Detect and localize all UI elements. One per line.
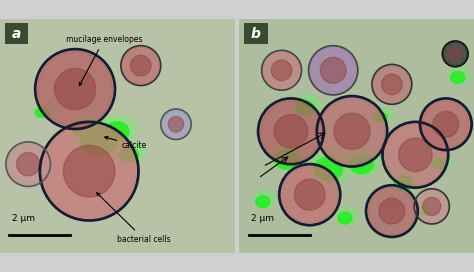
Ellipse shape xyxy=(118,142,146,163)
Circle shape xyxy=(385,124,446,185)
Circle shape xyxy=(294,179,325,210)
Circle shape xyxy=(334,113,370,149)
Text: 2 μm: 2 μm xyxy=(12,214,35,223)
Circle shape xyxy=(7,143,49,185)
Circle shape xyxy=(320,57,346,83)
Ellipse shape xyxy=(392,170,420,191)
Ellipse shape xyxy=(346,148,381,176)
Circle shape xyxy=(122,47,160,84)
Circle shape xyxy=(168,116,184,132)
Circle shape xyxy=(64,146,115,197)
Circle shape xyxy=(449,47,462,60)
Ellipse shape xyxy=(338,212,352,224)
Ellipse shape xyxy=(80,126,118,155)
FancyBboxPatch shape xyxy=(244,23,267,45)
Text: bacterial cells: bacterial cells xyxy=(97,193,171,244)
Ellipse shape xyxy=(417,206,428,216)
Ellipse shape xyxy=(293,95,321,116)
Circle shape xyxy=(37,51,113,126)
Ellipse shape xyxy=(372,108,393,122)
Ellipse shape xyxy=(35,108,49,117)
Text: b: b xyxy=(251,27,261,41)
Circle shape xyxy=(423,197,441,215)
Ellipse shape xyxy=(256,196,270,208)
Circle shape xyxy=(42,124,136,218)
Circle shape xyxy=(444,42,467,66)
Ellipse shape xyxy=(394,176,413,190)
Circle shape xyxy=(433,111,459,137)
Text: calcite: calcite xyxy=(105,137,147,150)
Circle shape xyxy=(282,166,338,223)
Circle shape xyxy=(310,47,356,94)
Text: 2 μm: 2 μm xyxy=(251,214,274,223)
Circle shape xyxy=(319,98,385,164)
Ellipse shape xyxy=(73,117,129,159)
Ellipse shape xyxy=(416,202,434,216)
Circle shape xyxy=(261,101,321,162)
Circle shape xyxy=(373,66,410,103)
Ellipse shape xyxy=(337,207,358,225)
Ellipse shape xyxy=(296,101,314,115)
Ellipse shape xyxy=(102,115,137,143)
Text: a: a xyxy=(12,27,21,41)
Ellipse shape xyxy=(271,143,306,171)
Circle shape xyxy=(382,74,402,95)
Ellipse shape xyxy=(274,150,298,169)
Circle shape xyxy=(271,60,292,81)
FancyBboxPatch shape xyxy=(5,23,28,45)
Ellipse shape xyxy=(106,122,129,141)
Ellipse shape xyxy=(71,116,99,137)
Ellipse shape xyxy=(449,66,471,84)
Circle shape xyxy=(17,153,40,176)
Circle shape xyxy=(274,115,308,148)
Circle shape xyxy=(422,101,469,148)
Ellipse shape xyxy=(73,122,91,136)
Ellipse shape xyxy=(314,157,343,181)
Ellipse shape xyxy=(430,155,452,169)
Circle shape xyxy=(368,188,415,234)
Ellipse shape xyxy=(450,72,465,83)
Circle shape xyxy=(379,198,405,224)
Ellipse shape xyxy=(432,159,446,169)
Circle shape xyxy=(263,51,301,89)
Ellipse shape xyxy=(310,149,352,184)
Ellipse shape xyxy=(34,103,55,117)
Ellipse shape xyxy=(373,113,387,122)
Ellipse shape xyxy=(255,191,276,208)
Circle shape xyxy=(399,138,432,172)
Ellipse shape xyxy=(350,155,373,174)
Circle shape xyxy=(162,110,190,138)
Circle shape xyxy=(130,55,151,76)
Circle shape xyxy=(415,190,448,223)
Text: mucilage envelopes: mucilage envelopes xyxy=(66,35,142,85)
Circle shape xyxy=(55,69,96,110)
Ellipse shape xyxy=(119,148,138,162)
